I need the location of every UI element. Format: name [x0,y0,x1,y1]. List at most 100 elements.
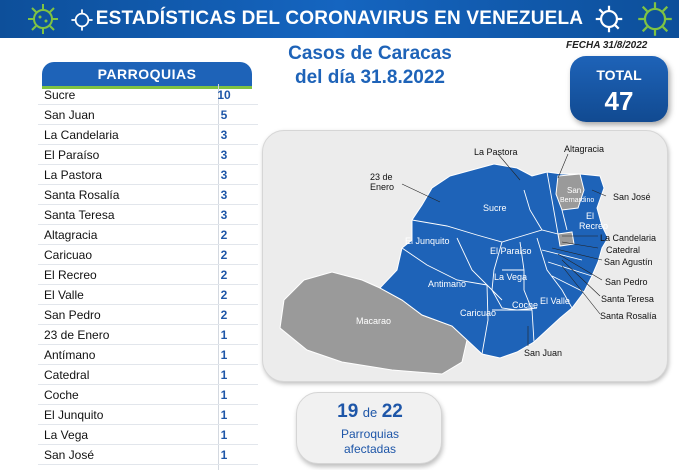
map-label-caricuao: Caricuao [460,308,497,318]
parroquia-cases: 2 [220,268,228,282]
parroquia-cases: 3 [220,168,228,182]
map-label-san-bernardino-line2: Bernardino [560,197,595,204]
table-row: Catedral 1 [38,365,258,385]
map-label-san-agustin: San Agustín [604,257,653,267]
parroquia-name: Altagracia [44,228,98,242]
table-row: El Valle 2 [38,285,258,305]
total-label: TOTAL [596,67,642,83]
map-label-santa-teresa: Santa Teresa [601,294,654,304]
table-row: Caricuao 2 [38,245,258,265]
table-row: Altagracia 2 [38,225,258,245]
parroquia-name: Antímano [44,348,96,362]
leader-lines [401,153,607,346]
parroquia-name: Santa Teresa [44,208,115,222]
parroquia-cases: 3 [220,208,228,222]
parroquia-name: San José [44,448,95,462]
caracas-map [279,153,609,375]
map-region-san-bernardino [555,173,585,211]
casos-title-line1: Casos de Caracas [288,43,452,64]
parroquia-cases: 2 [220,248,228,262]
parroquia-name: La Candelaria [44,128,119,142]
affected-caption: Parroquias afectadas [297,427,443,457]
parroquia-name: Sucre [44,88,76,102]
parroquia-cases: 10 [217,88,231,102]
parroquia-cases: 5 [220,108,228,122]
heading-underline [42,86,252,89]
affected-number: 19 [337,401,359,422]
table-row: La Vega 1 [38,425,258,445]
parroquia-name: La Vega [44,428,89,442]
map-label-san-juan: San Juan [524,348,563,358]
parroquia-name: El Recreo [44,268,97,282]
table-row: Coche 1 [38,385,258,405]
virus-icon [595,5,623,33]
table-heading: PARROQUIAS [42,62,252,86]
table-row: La Pastora 3 [38,165,258,185]
parroquia-cases: 1 [220,408,228,422]
map-label-23-de-enero-line1: 23 de [370,172,393,182]
total-badge: TOTAL 47 [570,56,668,122]
map-label-santa-rosalia: Santa Rosalía [600,311,657,321]
table-row: 23 de Enero 1 [38,325,258,345]
virus-icon [71,9,93,31]
map-label-coche: Coche [512,300,539,310]
map-label-el-junquito: El Junquito [405,236,450,246]
parroquia-cases: 3 [220,188,228,202]
map-label-la-vega: La Vega [494,272,528,282]
affected-parishes-box: 19 de 22 Parroquias afectadas [296,392,442,464]
map-label-san-pedro: San Pedro [605,277,648,287]
total-value: 47 [604,86,634,116]
casos-title: Casos de Caracas del día 31.8.2022 [270,42,470,90]
map-label-el-paraiso: El Paraíso [490,246,532,256]
map-label-macarao: Macarao [356,316,392,326]
parroquia-cases: 3 [220,128,228,142]
table-row: El Junquito 1 [38,405,258,425]
map-label-altagracia: Altagracia [564,144,605,154]
parroquia-cases: 1 [220,368,228,382]
table-row: Santa Teresa 3 [38,205,258,225]
parroquia-cases: 1 [220,348,228,362]
map-label-sucre: Sucre [483,203,507,213]
table-divider [218,84,219,470]
map-label-el-recreo-line2: Recreo [579,221,609,231]
map-label-antimano: Antimano [428,279,467,289]
casos-title-line2: del día 31.8.2022 [295,67,445,88]
page-title: ESTADÍSTICAS DEL CORONAVIRUS EN VENEZUEL… [95,8,584,29]
parroquia-name: San Juan [44,108,95,122]
map-region-affected [379,163,609,359]
parroquia-name: La Pastora [44,168,103,182]
map-label-el-valle: El Valle [540,296,570,306]
affected-caption-line1: Parroquias [340,427,400,441]
affected-caption-line2: afectadas [343,442,397,456]
table-row: San José 1 [38,445,258,465]
virus-icon [28,4,58,34]
parroquia-cases: 3 [220,148,228,162]
table-row: Santa Rosalía 3 [38,185,258,205]
map-label-la-pastora: La Pastora [474,147,518,157]
table-row: La Candelaria 3 [38,125,258,145]
map-label-san-bernardino-line1: San [567,186,582,195]
map-label-catedral: Catedral [606,245,641,255]
table-row: El Paraíso 3 [38,145,258,165]
parroquia-cases: 1 [220,428,228,442]
map-label-la-candelaria: La Candelaria [600,233,657,243]
parroquias-table: PARROQUIAS [38,62,258,470]
map-label-san-jose: San José [613,192,651,202]
parroquia-name: San Pedro [44,308,101,322]
parroquia-name: Santa Rosalía [44,188,120,202]
parroquia-name: Coche [44,388,79,402]
affected-of: de [362,405,378,420]
table-row: San Juan 5 [38,105,258,125]
parroquia-name: El Paraíso [44,148,100,162]
report-date: FECHA 31/8/2022 [566,40,648,51]
affected-count: 19 de 22 [297,401,443,423]
parroquia-cases: 1 [220,448,228,462]
parroquia-cases: 2 [220,288,228,302]
parroquia-cases: 2 [220,308,228,322]
parroquia-cases: 2 [220,228,228,242]
parroquia-name: 23 de Enero [44,328,110,342]
map-label-23-de-enero-line2: Enero [370,182,395,192]
parroquia-cases: 1 [220,388,228,402]
table-row: San Pedro 2 [38,305,258,325]
map-label-el-recreo-line1: El [586,211,595,221]
